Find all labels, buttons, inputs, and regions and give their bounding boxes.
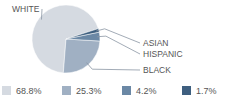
legend-label: 68.8% bbox=[16, 86, 42, 96]
legend-swatch bbox=[122, 86, 131, 95]
slice-label: BLACK bbox=[143, 65, 171, 75]
legend-label: 1.7% bbox=[196, 86, 217, 96]
leader-line bbox=[41, 9, 43, 20]
legend: 68.8% 25.3% 4.2% 1.7% bbox=[2, 86, 217, 96]
pie: WHITE BLACK HISPANICASIAN bbox=[12, 4, 183, 75]
legend-swatch bbox=[2, 86, 11, 95]
legend-label: 25.3% bbox=[76, 86, 102, 96]
chart: WHITE BLACK HISPANICASIAN 68.8% 25.3% 4.2% 1.7… bbox=[0, 0, 240, 100]
legend-item: 4.2% bbox=[122, 86, 157, 96]
pie-slice bbox=[66, 29, 99, 39]
legend-item: 25.3% bbox=[62, 86, 102, 96]
leader-line bbox=[87, 63, 140, 70]
pie-slice bbox=[63, 39, 100, 73]
slice-label: HISPANIC bbox=[143, 49, 183, 59]
legend-item: 1.7% bbox=[182, 86, 217, 96]
legend-swatch bbox=[62, 86, 71, 95]
legend-item: 68.8% bbox=[2, 86, 42, 96]
leader-line bbox=[96, 29, 140, 43]
leader-line bbox=[97, 36, 140, 54]
slice-label: WHITE bbox=[12, 4, 40, 14]
legend-label: 4.2% bbox=[136, 86, 157, 96]
slice-label: ASIAN bbox=[143, 38, 169, 48]
legend-swatch bbox=[182, 86, 191, 95]
